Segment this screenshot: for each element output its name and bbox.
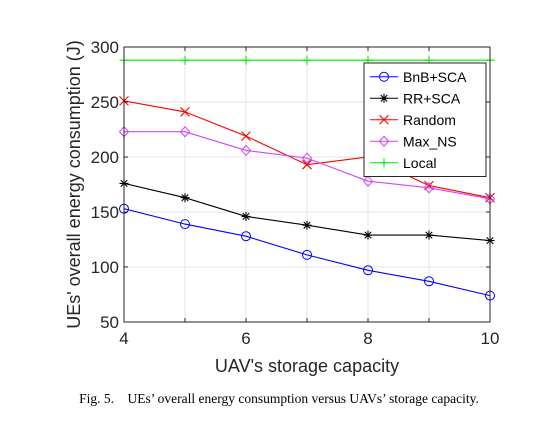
data-point-bnb-sca (302, 249, 312, 260)
data-point-rr-sca (180, 193, 190, 203)
x-axis-label: UAV's storage capacity (215, 356, 399, 376)
y-tick-label: 250 (91, 93, 119, 112)
legend-label-random: Random (403, 112, 456, 128)
y-tick-label: 200 (91, 148, 119, 167)
data-point-rr-sca (241, 211, 251, 221)
legend-marker-bnb-sca (379, 71, 389, 82)
data-point-local (180, 55, 190, 65)
data-point-random (302, 159, 312, 170)
y-tick-label: 100 (91, 258, 119, 277)
figure-caption: Fig. 5. UEs’ overall energy consumption … (79, 391, 479, 406)
series-line-max-ns (124, 131, 491, 200)
data-point-bnb-sca (180, 219, 190, 230)
data-point-rr-sca (302, 220, 312, 230)
legend-marker-max-ns (378, 135, 390, 147)
data-point-max-ns (423, 182, 435, 194)
line-chart: 4 6 8 10 50 100 150 200 250 300 UAV's storage cap… (64, 38, 500, 376)
legend: BnB+SCA RR+SCA Random Max_NS Local (363, 62, 487, 177)
data-point-random (241, 131, 251, 141)
y-tick-label: 50 (100, 313, 119, 332)
legend-label-bnb-sca: BnB+SCA (403, 69, 467, 85)
data-point-bnb-sca (363, 265, 373, 276)
data-point-max-ns (240, 144, 252, 157)
data-point-local (302, 55, 312, 65)
legend-marker-rr-sca (379, 93, 389, 103)
data-point-max-ns (362, 175, 374, 187)
data-point-local (241, 55, 251, 65)
y-tick-label: 150 (91, 203, 119, 222)
data-point-max-ns (301, 152, 313, 164)
data-point-bnb-sca (241, 231, 251, 242)
legend-label-max-ns: Max_NS (403, 133, 457, 149)
y-tick-label: 300 (91, 38, 119, 57)
legend-label-local: Local (403, 155, 436, 171)
data-point-rr-sca (363, 230, 373, 240)
legend-label-rr-sca: RR+SCA (403, 90, 461, 106)
legend-marker-local (379, 158, 389, 168)
data-point-bnb-sca (424, 276, 434, 287)
x-tick-label: 10 (481, 329, 500, 348)
data-point-rr-sca (424, 230, 434, 240)
y-axis-label: UEs' overall energy consumption (J) (64, 40, 84, 329)
series-random (119, 96, 495, 203)
data-point-max-ns (179, 125, 191, 138)
x-tick-label: 6 (241, 329, 250, 348)
ticks: 4 6 8 10 50 100 150 200 250 300 (91, 38, 500, 348)
data-point-random (180, 107, 190, 117)
legend-marker-random (379, 114, 389, 125)
series-line-bnb-sca (123, 208, 491, 297)
x-tick-label: 8 (363, 329, 372, 348)
x-tick-label: 4 (119, 329, 128, 348)
